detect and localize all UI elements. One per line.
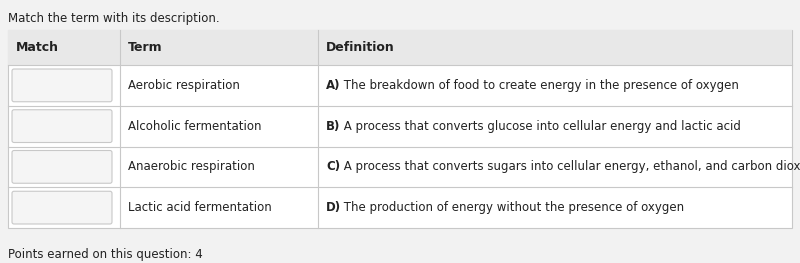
Bar — [8, 30, 792, 228]
Text: A: A — [22, 79, 30, 92]
Text: Lactic acid fermentation: Lactic acid fermentation — [128, 201, 272, 214]
Text: A): A) — [326, 79, 341, 92]
FancyBboxPatch shape — [12, 69, 112, 102]
Text: Term: Term — [128, 41, 162, 54]
Text: The breakdown of food to create energy in the presence of oxygen: The breakdown of food to create energy i… — [340, 79, 739, 92]
FancyBboxPatch shape — [12, 110, 112, 143]
FancyBboxPatch shape — [12, 191, 112, 224]
Text: Anaerobic respiration: Anaerobic respiration — [128, 160, 255, 173]
Text: C): C) — [326, 160, 340, 173]
Text: D): D) — [326, 201, 341, 214]
Text: A process that converts sugars into cellular energy, ethanol, and carbon dioxide: A process that converts sugars into cell… — [340, 160, 800, 173]
Text: Points earned on this question: 4: Points earned on this question: 4 — [8, 248, 202, 261]
Text: Definition: Definition — [326, 41, 394, 54]
Text: D: D — [22, 160, 31, 173]
Text: A process that converts glucose into cellular energy and lactic acid: A process that converts glucose into cel… — [340, 120, 741, 133]
Text: Aerobic respiration: Aerobic respiration — [128, 79, 240, 92]
Text: C: C — [22, 120, 30, 133]
Text: B): B) — [326, 120, 340, 133]
Text: Match: Match — [16, 41, 59, 54]
Text: Alcoholic fermentation: Alcoholic fermentation — [128, 120, 262, 133]
Text: Match the term with its description.: Match the term with its description. — [8, 12, 220, 25]
Text: The production of energy without the presence of oxygen: The production of energy without the pre… — [340, 201, 684, 214]
Bar — [8, 30, 792, 65]
FancyBboxPatch shape — [12, 150, 112, 183]
Text: B: B — [22, 201, 30, 214]
